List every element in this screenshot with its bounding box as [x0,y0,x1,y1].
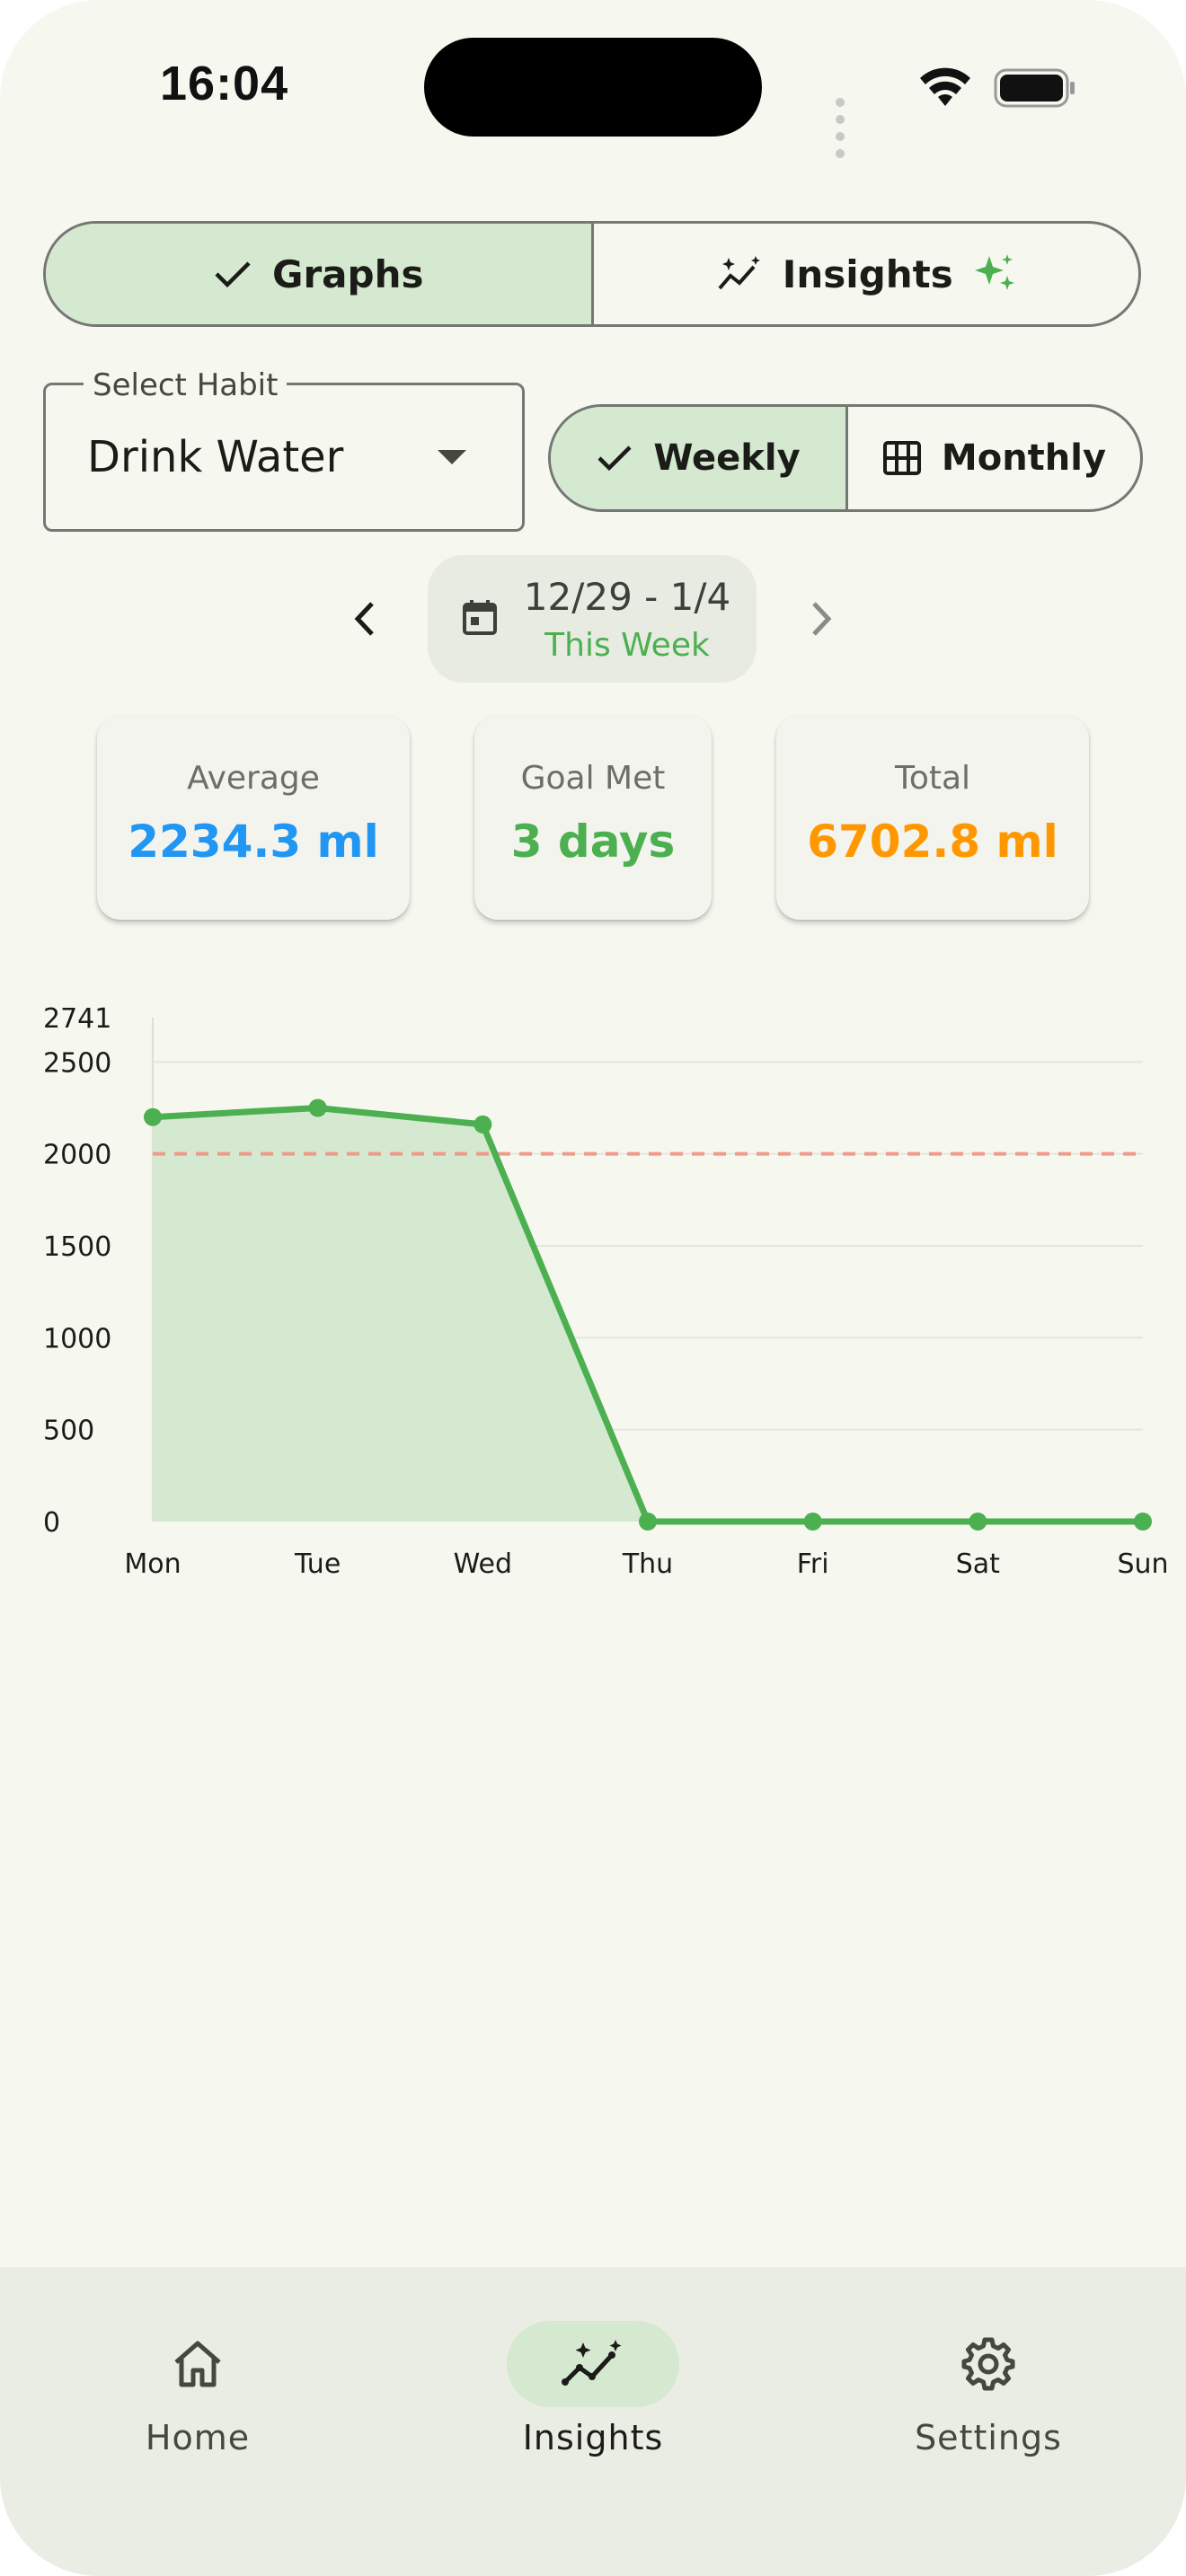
data-point-thu [639,1513,657,1531]
y-tick-label: 2741 [43,1003,111,1035]
x-tick-label: Thu [622,1548,673,1580]
check-icon [597,446,632,472]
chevron-left-icon[interactable] [349,598,381,640]
data-point-wed [474,1115,492,1134]
calendar-grid-icon [882,441,921,475]
graphs-tab[interactable]: Graphs [46,224,594,324]
insights-tab[interactable]: Insights [594,224,1139,324]
nav-home[interactable]: Home [81,2321,314,2457]
habit-select-value: Drink Water [87,432,344,482]
weekly-tab[interactable]: Weekly [551,407,848,509]
nav-settings-pill [902,2321,1075,2407]
habit-select[interactable]: Select Habit Drink Water [43,367,525,532]
monthly-tab[interactable]: Monthly [848,407,1140,509]
home-icon [174,2341,221,2387]
average-value: 2234.3 ml [128,816,379,868]
y-tick-label: 1500 [43,1231,111,1263]
wifi-icon [920,67,970,106]
dynamic-island [424,38,762,137]
date-range-chip[interactable]: 12/29 - 1/4 This Week [428,555,757,683]
monthly-tab-label: Monthly [941,437,1107,479]
x-tick-label: Fri [797,1548,829,1580]
data-point-tue [308,1098,327,1117]
y-tick-label: 0 [43,1507,60,1539]
chevron-right-icon[interactable] [805,598,837,640]
y-tick-label: 2000 [43,1140,111,1171]
x-tick-label: Mon [124,1548,181,1580]
data-point-mon [144,1107,162,1126]
calendar-icon [463,600,497,635]
period-toggle: Weekly Monthly [548,404,1143,512]
nav-settings-label: Settings [915,2418,1062,2457]
water-intake-chart: 0 500 1000 1500 2000 2500 2741 Mon Tue Wed Thu Fri S… [43,1003,1169,1580]
nav-settings[interactable]: Settings [872,2321,1105,2457]
insights-tab-label: Insights [782,251,953,296]
view-toggle: Graphs Insights [43,221,1141,327]
insights-icon [562,2340,622,2386]
total-value: 6702.8 ml [807,816,1058,868]
battery-icon [994,68,1075,108]
check-icon [215,261,251,288]
signal-icon [836,93,849,162]
average-card: Average 2234.3 ml [97,715,410,920]
goal-met-value: 3 days [510,816,676,868]
y-tick-label: 2500 [43,1047,111,1079]
x-tick-label: Sun [1117,1548,1168,1580]
data-point-fri [803,1513,822,1531]
weekly-tab-label: Weekly [653,437,801,479]
bottom-nav: Home Insights [0,2267,1186,2576]
nav-insights-pill [507,2321,679,2407]
habit-select-label: Select Habit [84,367,288,403]
data-point-sun [1134,1513,1152,1531]
area-fill [153,1107,1143,1522]
x-tick-label: Tue [294,1548,341,1580]
y-tick-label: 1000 [43,1323,111,1354]
nav-insights-label: Insights [522,2418,664,2457]
x-tick-label: Wed [454,1548,512,1580]
total-label: Total [894,760,971,797]
total-card: Total 6702.8 ml [776,715,1089,920]
status-time: 16:04 [160,57,289,110]
goal-met-card: Goal Met 3 days [474,715,712,920]
dropdown-caret-icon [438,450,466,464]
nav-insights[interactable]: Insights [476,2321,710,2457]
auto-graph-icon [718,256,760,290]
date-range-subtitle: This Week [544,627,710,664]
gear-icon [961,2337,1015,2391]
graphs-tab-label: Graphs [272,251,424,296]
goal-met-label: Goal Met [520,760,666,797]
nav-home-pill [111,2321,284,2407]
data-point-sat [969,1513,987,1531]
nav-home-label: Home [145,2418,251,2457]
x-tick-label: Sat [956,1548,1000,1580]
sparkle-icon [974,254,1014,290]
average-label: Average [187,760,320,797]
y-tick-label: 500 [43,1416,94,1447]
date-range-text: 12/29 - 1/4 [523,575,731,619]
